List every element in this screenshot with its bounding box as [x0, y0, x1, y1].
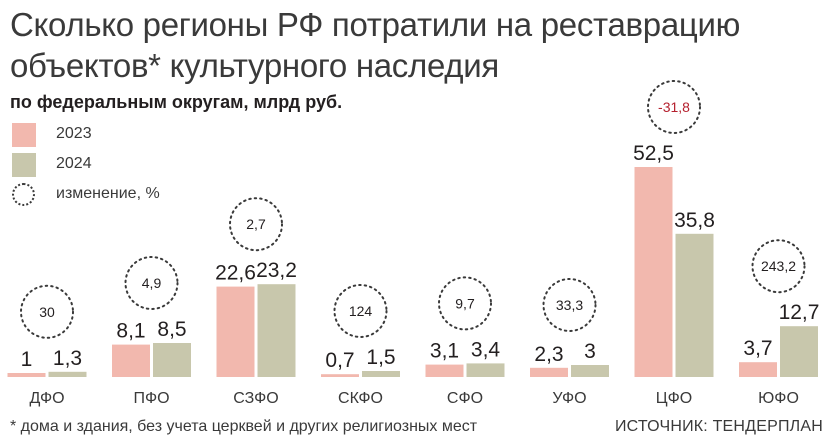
bar-2023 [739, 362, 777, 377]
value-label-2024: 1,5 [366, 346, 395, 369]
category-label: УФО [552, 390, 586, 407]
legend-label-change: изменение, % [56, 185, 160, 202]
category-label: СКФО [338, 390, 383, 407]
change-circle [20, 284, 74, 339]
change-label: 124 [349, 303, 373, 319]
value-label-2024: 8,5 [157, 318, 186, 341]
legend-swatch-2024 [12, 153, 36, 177]
value-label-2024: 12,7 [779, 301, 820, 324]
change-label: -31,8 [658, 99, 690, 115]
bar-2023 [634, 167, 673, 377]
footnote: * дома и здания, без учета церквей и дру… [10, 418, 478, 435]
value-label-2023: 3,1 [430, 340, 459, 363]
value-label-2023: 52,5 [633, 142, 674, 165]
value-label-2024: 1,3 [53, 347, 82, 370]
bar-2023 [321, 374, 359, 377]
change-label: 4,9 [142, 275, 162, 291]
bar-2024 [466, 363, 505, 377]
category-label: СЗФО [233, 390, 278, 407]
category-label: СФО [447, 390, 483, 407]
category-label: ЦФО [656, 390, 692, 407]
dotted-circle-icon [12, 183, 35, 206]
value-label-2024: 35,8 [674, 209, 715, 232]
change-circle [333, 284, 388, 338]
value-label-2024: 23,2 [256, 259, 297, 282]
value-label-2023: 22,6 [215, 262, 256, 285]
bar-2024 [153, 343, 191, 377]
change-label: 2,7 [246, 216, 266, 232]
source-note: ИСТОЧНИК: ТЕНДЕРПЛАН [614, 418, 823, 435]
value-label-2023: 3,7 [743, 337, 772, 360]
bar-2023 [112, 344, 150, 377]
change-label: 33,3 [556, 297, 583, 313]
change-label: 9,7 [455, 295, 475, 311]
legend-swatch-2023 [12, 123, 36, 147]
bar-2024 [48, 371, 87, 377]
bar-2024 [780, 326, 818, 377]
bar-2023 [530, 367, 568, 377]
change-label: 30 [39, 304, 55, 320]
value-label-2023: 0,7 [325, 349, 354, 372]
change-circle [124, 256, 179, 310]
value-label-2024: 3 [584, 340, 596, 363]
value-label-2023: 2,3 [534, 343, 563, 366]
bar-2023 [216, 286, 255, 377]
value-label-2024: 3,4 [471, 338, 501, 361]
chart-subtitle: по федеральным округам, млрд руб. [10, 92, 343, 112]
value-label-2023: 1 [21, 348, 33, 371]
value-label-2023: 8,1 [116, 320, 145, 343]
bar-2023 [7, 373, 46, 377]
change-circle [647, 80, 701, 134]
bar-2023 [425, 364, 464, 377]
category-label: ПФО [133, 390, 169, 407]
chart-title: Сколько регионы РФ потратили на реставра… [10, 6, 741, 84]
change-circle [542, 278, 597, 332]
change-circle [751, 239, 806, 294]
change-circle [229, 197, 283, 252]
category-label: ДФО [29, 390, 64, 407]
change-circle [438, 276, 492, 331]
bar-2024 [675, 233, 714, 377]
change-label: 243,2 [761, 258, 796, 274]
bar-2024 [257, 284, 296, 377]
bar-2024 [362, 371, 400, 377]
legend-label-2023: 2023 [56, 125, 92, 142]
category-label: ЮФО [758, 390, 799, 407]
legend-label-2024: 2024 [56, 155, 92, 172]
bar-2024 [571, 365, 609, 377]
